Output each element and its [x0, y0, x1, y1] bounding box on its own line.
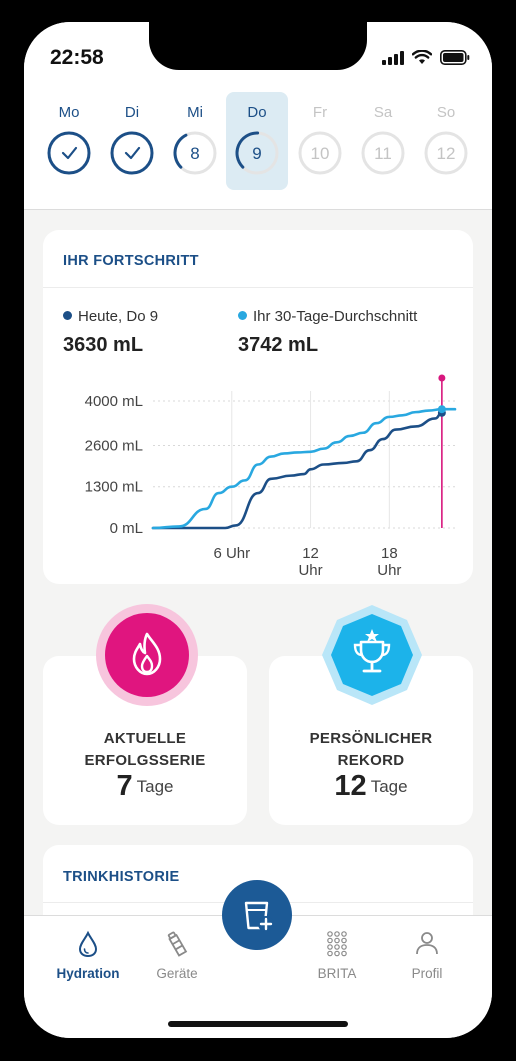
series-line-average	[151, 407, 457, 530]
legend-today: Heute, Do 9	[63, 308, 158, 325]
record-label: PERSÖNLICHER REKORD	[269, 728, 473, 772]
day-number: 10	[310, 144, 330, 163]
check-icon	[124, 146, 141, 160]
person-icon	[416, 932, 438, 955]
history-title: TRINKHISTORIE	[63, 869, 180, 885]
x-tick-label: 12	[302, 545, 319, 562]
series-endpoint-average	[437, 405, 446, 414]
add-drink-button[interactable]	[222, 880, 292, 950]
home-indicator	[168, 1021, 348, 1027]
week-selector: Mo Di Mi 8 Do 9 Fr 10 Sa 11 So 12	[24, 92, 492, 210]
legend-today-label: Heute, Do 9	[78, 308, 159, 325]
day-name: Mo	[58, 104, 80, 121]
day-progress-ring	[424, 131, 468, 175]
day-progress-ring	[361, 131, 405, 175]
wifi-icon	[412, 50, 432, 64]
day-1[interactable]: Di	[101, 92, 163, 190]
y-tick-label: 0 mL	[110, 520, 143, 537]
tab-devices[interactable]: Geräte	[132, 930, 222, 981]
day-number: 12	[436, 144, 456, 163]
average-value: 3742 mL	[238, 334, 319, 356]
legend-average-dot	[238, 311, 247, 320]
progress-card: IHR FORTSCHRITT Heute, Do 9 3630 mL Ihr …	[43, 230, 473, 584]
day-number: 11	[374, 144, 392, 163]
day-2[interactable]: Mi 8	[164, 92, 226, 190]
day-progress-ring	[47, 131, 91, 175]
record-number: 12	[334, 770, 367, 802]
day-progress-ring	[173, 131, 217, 175]
streak-unit: Tage	[136, 777, 174, 796]
record-label-line2: REKORD	[337, 752, 405, 769]
flame-badge-icon	[96, 604, 198, 706]
streak-value: 7 Tage	[43, 770, 247, 803]
day-name: Do	[247, 104, 267, 121]
y-tick-label: 4000 mL	[85, 393, 143, 410]
tab-hydration-label: Hydration	[56, 966, 120, 981]
tab-brita[interactable]: BRITA	[292, 930, 382, 981]
legend-average: Ihr 30-Tage-Durchschnitt	[238, 308, 417, 325]
x-tick-label: 6 Uhr	[213, 545, 250, 562]
y-tick-label: 2600 mL	[85, 437, 143, 454]
day-number: 9	[252, 144, 262, 163]
today-value: 3630 mL	[63, 334, 144, 356]
x-tick-label: Uhr	[298, 562, 322, 579]
record-label-line1: PERSÖNLICHER	[309, 730, 433, 747]
x-tick-label: Uhr	[377, 562, 401, 579]
battery-icon	[440, 50, 470, 65]
signal-icon	[382, 50, 404, 65]
trophy-badge-icon	[322, 605, 422, 705]
record-unit: Tage	[370, 777, 408, 796]
day-3[interactable]: Do 9	[226, 92, 288, 190]
legend-today-dot	[63, 311, 72, 320]
phone-screen: 22:58 Mo Di Mi 8 Do 9 Fr 10 Sa 11 So 12 IHR FORTSCH…	[24, 22, 492, 1038]
tab-brita-label: BRITA	[317, 966, 357, 981]
streak-label: AKTUELLE ERFOLGSSERIE	[43, 728, 247, 772]
tab-hydration[interactable]: Hydration	[43, 930, 133, 981]
status-icons	[382, 50, 470, 65]
tab-profile[interactable]: Profil	[382, 930, 472, 981]
day-6[interactable]: So 12	[415, 92, 477, 190]
x-tick-label: 18	[381, 545, 398, 562]
card-divider	[43, 287, 473, 288]
streak-label-line1: AKTUELLE	[103, 730, 187, 747]
day-number: 8	[190, 144, 200, 163]
add-glass-icon	[244, 901, 274, 932]
tab-profile-label: Profil	[411, 966, 443, 981]
day-name: Di	[124, 104, 140, 121]
day-progress-ring	[298, 131, 342, 175]
day-name: Mi	[187, 104, 203, 121]
now-marker-dot	[438, 374, 446, 382]
check-icon	[61, 146, 78, 160]
day-name: Fr	[312, 104, 328, 121]
water-drop-icon	[78, 930, 98, 958]
day-progress-ring	[235, 131, 279, 175]
day-name: Sa	[373, 104, 393, 121]
grid-dots-icon	[327, 931, 347, 957]
bottle-icon	[167, 931, 188, 957]
y-tick-label: 1300 mL	[85, 479, 143, 496]
day-0[interactable]: Mo	[38, 92, 100, 190]
day-name: So	[436, 104, 456, 121]
record-value: 12 Tage	[269, 770, 473, 803]
tab-devices-label: Geräte	[156, 966, 198, 981]
day-5[interactable]: Sa 11	[352, 92, 414, 190]
legend-average-label: Ihr 30-Tage-Durchschnitt	[253, 308, 418, 325]
notch	[149, 22, 367, 70]
streak-number: 7	[116, 770, 133, 802]
series-line-today	[151, 411, 444, 530]
status-time: 22:58	[50, 46, 104, 69]
progress-title: IHR FORTSCHRITT	[63, 253, 199, 269]
streak-label-line2: ERFOLGSSERIE	[84, 752, 206, 769]
day-progress-ring	[110, 131, 154, 175]
day-4[interactable]: Fr 10	[289, 92, 351, 190]
